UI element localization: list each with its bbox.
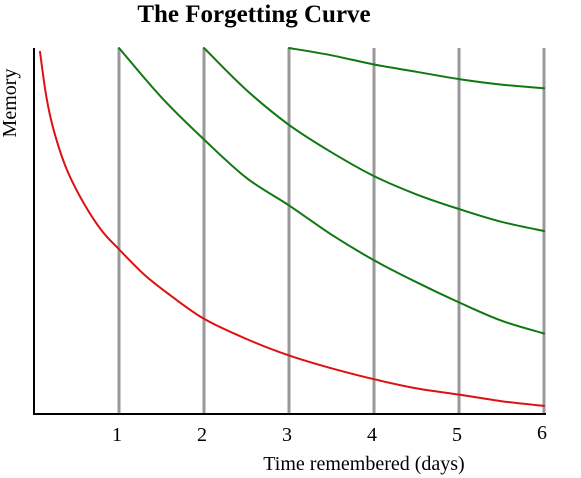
x-tick-label-2: 2	[197, 424, 207, 446]
y-axis-label: Memory	[0, 69, 21, 138]
x-tick-labels: 1 2 3 4 5 6	[112, 422, 547, 446]
x-tick-label-4: 4	[367, 424, 377, 446]
review-curve-line-3	[288, 47, 545, 90]
review-curve-line-2	[203, 47, 545, 232]
x-tick-label-6: 6	[537, 422, 547, 444]
x-axis-label: Time remembered (days)	[263, 453, 464, 475]
x-tick-label-1: 1	[112, 424, 122, 446]
gridlines	[117, 48, 546, 414]
chart-title: The Forgetting Curve	[137, 1, 370, 28]
axes	[33, 48, 546, 415]
x-tick-label-5: 5	[452, 424, 462, 446]
forgetting-curve-line	[39, 50, 545, 407]
review-curve-line-1	[118, 47, 545, 335]
x-tick-label-3: 3	[282, 424, 292, 446]
series-lines	[39, 47, 545, 407]
